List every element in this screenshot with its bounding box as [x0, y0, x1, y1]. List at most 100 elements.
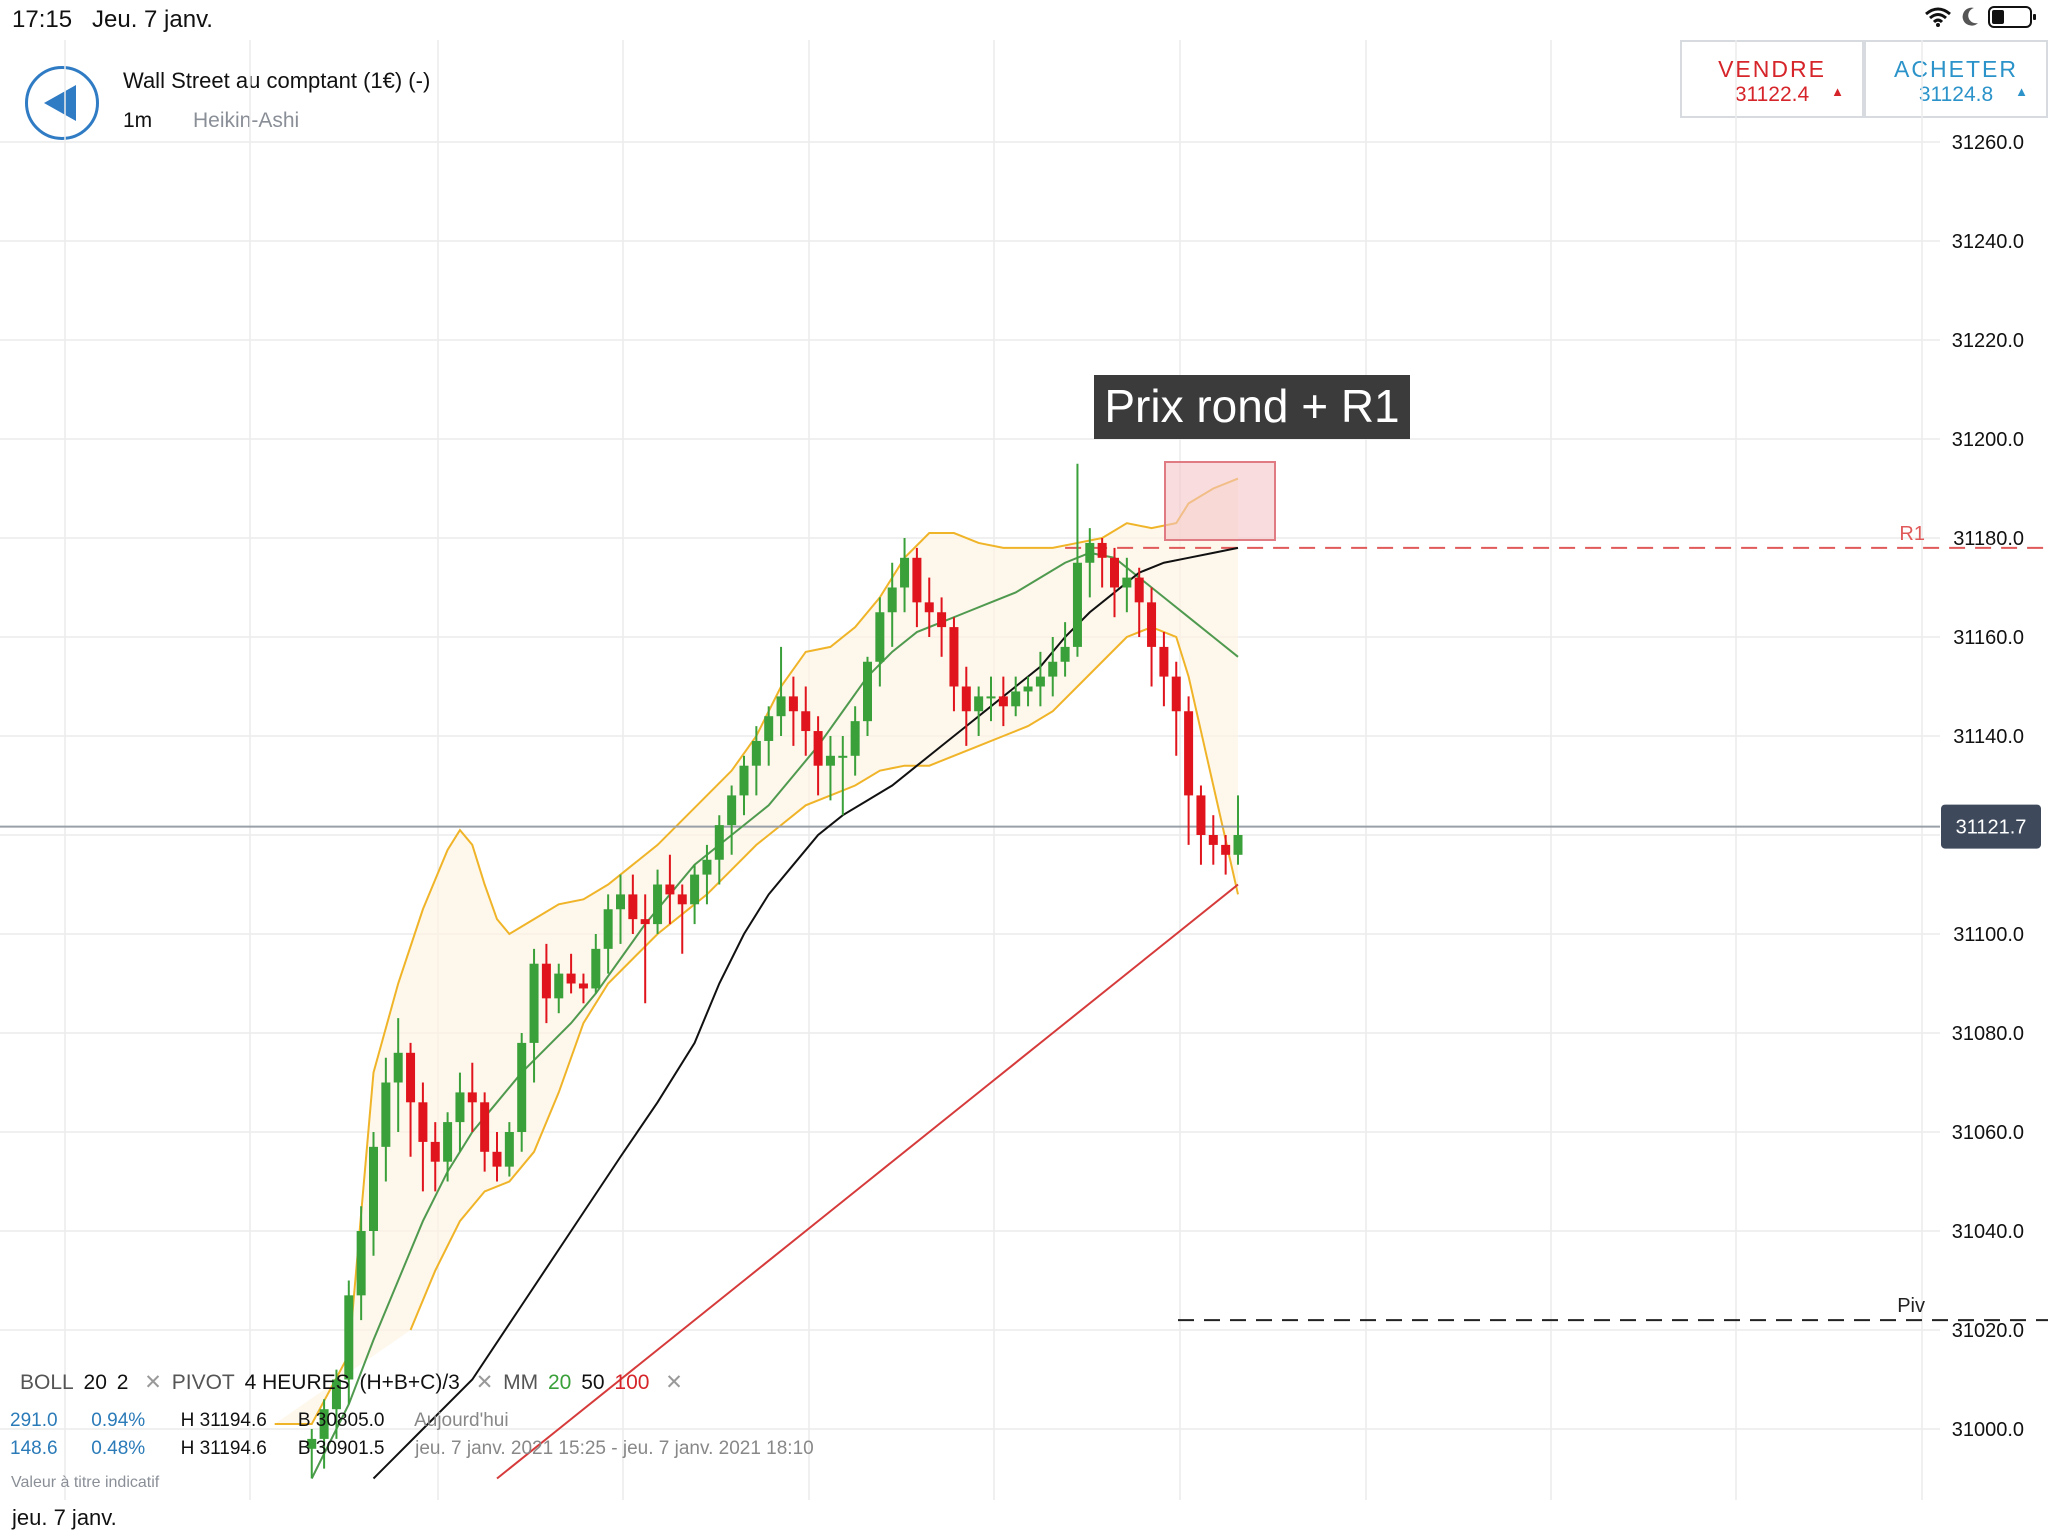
- legend-mm[interactable]: MM: [503, 1371, 539, 1394]
- current-price-badge: [1941, 804, 2041, 849]
- candle: [1011, 676, 1021, 717]
- legend-boll[interactable]: BOLL: [20, 1371, 74, 1394]
- candle-body: [727, 795, 737, 826]
- legend-row-today: 291.0 0.94% H 31194.6 B 30805.0 Aujourd'…: [10, 1410, 509, 1432]
- battery-icon: [1988, 6, 2036, 28]
- candle-body: [813, 731, 823, 766]
- candle-body: [949, 627, 959, 687]
- candle-body: [788, 696, 798, 712]
- candle: [381, 1057, 391, 1182]
- ma100-line: [496, 883, 1239, 1480]
- candle-body: [1035, 676, 1045, 687]
- candle-body: [986, 696, 996, 699]
- price-tick-label: 31140.0: [1953, 726, 2024, 748]
- candle: [1159, 632, 1169, 707]
- candle-body: [751, 740, 761, 766]
- candle-body: [554, 973, 564, 999]
- wifi-icon: [1925, 7, 1951, 27]
- candle: [1048, 637, 1058, 697]
- candle-body: [690, 874, 700, 905]
- pivot-levels: R1 Piv: [0, 523, 2048, 1322]
- candle: [961, 666, 971, 746]
- candle-body: [1208, 835, 1218, 845]
- sell-button[interactable]: VENDRE 31122.4 ▲: [1680, 40, 1864, 118]
- remove-x-icon[interactable]: ✕: [665, 1371, 683, 1394]
- candle-body: [1134, 577, 1144, 603]
- candle: [369, 1132, 378, 1256]
- legend-low: B 30901.5: [297, 1438, 385, 1459]
- candle: [1196, 785, 1206, 865]
- back-arrow-icon: [44, 85, 76, 121]
- candle-body: [517, 1042, 527, 1132]
- candle-body: [776, 696, 786, 717]
- candle: [492, 1132, 502, 1182]
- candle-body: [1072, 562, 1082, 647]
- candle: [319, 1399, 329, 1469]
- candle-body: [714, 825, 724, 860]
- current-price-label: 31121.7: [1956, 817, 2027, 839]
- price-tick-label: 31000.0: [1952, 1419, 2024, 1441]
- candles: [307, 463, 1243, 1479]
- bollinger-bands: [274, 477, 1239, 1426]
- chart-type-selector[interactable]: Heikin-Ashi: [193, 109, 300, 132]
- up-arrow-icon: ▲: [1831, 84, 1844, 99]
- candle: [751, 726, 761, 796]
- candle: [825, 736, 835, 801]
- up-arrow-icon: ▲: [2015, 84, 2028, 99]
- price-tick-label: 31060.0: [1952, 1122, 2024, 1144]
- highlight-zone: [1164, 461, 1276, 541]
- candle: [1060, 622, 1070, 677]
- candle: [690, 864, 700, 925]
- buy-price: 31124.8: [1918, 83, 1994, 106]
- price-tick-label: 31040.0: [1952, 1221, 2024, 1243]
- candle-body: [640, 919, 650, 925]
- candle-body: [1184, 711, 1194, 796]
- candle-body: [863, 661, 872, 722]
- candle: [1134, 567, 1144, 637]
- candle-body: [998, 696, 1008, 707]
- status-icons: [1924, 6, 2036, 28]
- candle: [603, 894, 613, 974]
- candle-body: [406, 1052, 416, 1103]
- legend-pivot-formula: (H+B+C)/3: [359, 1371, 460, 1394]
- price-chart[interactable]: R1 Piv Prix rond + R1 31260.0 31240.0 31220…: [0, 40, 2048, 1500]
- legend-range: 148.6: [10, 1438, 58, 1459]
- candle: [875, 597, 885, 687]
- candle-body: [418, 1102, 428, 1142]
- price-tick-label: 31100.0: [1953, 924, 2024, 946]
- annotation-text: Prix rond + R1: [1104, 380, 1399, 432]
- price-tick-label: 31260.0: [1952, 132, 2024, 154]
- candle-body: [887, 587, 897, 613]
- candle: [1233, 795, 1243, 865]
- buy-button[interactable]: ACHETER 31124.8 ▲: [1864, 40, 2048, 118]
- candle-body: [924, 602, 934, 613]
- back-button[interactable]: [25, 66, 99, 140]
- candle: [616, 874, 625, 944]
- candle-body: [356, 1231, 366, 1296]
- candle-body: [937, 612, 947, 628]
- legend-percent: 0.48%: [91, 1438, 146, 1459]
- candle-body: [307, 1438, 317, 1449]
- legend-range: 291.0: [10, 1410, 58, 1431]
- candle: [949, 617, 959, 712]
- candle-body: [961, 686, 971, 712]
- remove-x-icon[interactable]: ✕: [475, 1371, 494, 1394]
- candle: [714, 815, 724, 885]
- candle-body: [838, 755, 848, 758]
- chart-overlay: Prix rond + R1: [1094, 375, 1410, 541]
- candle-body: [492, 1151, 502, 1167]
- candle: [665, 854, 675, 925]
- price-tick-label: 31180.0: [1953, 528, 2024, 550]
- price-tick-label: 31080.0: [1952, 1023, 2024, 1045]
- chart-grid: [0, 40, 1940, 1500]
- timeframe-selector[interactable]: 1m: [123, 109, 153, 132]
- legend-pivot[interactable]: PIVOT: [171, 1371, 235, 1394]
- remove-x-icon[interactable]: ✕: [144, 1371, 162, 1394]
- candle-body: [529, 963, 539, 1043]
- candle-body: [801, 711, 811, 732]
- bottom-date: jeu. 7 janv.: [12, 1505, 117, 1530]
- candle-body: [504, 1132, 514, 1167]
- candle: [331, 1369, 341, 1439]
- candle-body: [900, 557, 910, 588]
- candle: [653, 869, 663, 934]
